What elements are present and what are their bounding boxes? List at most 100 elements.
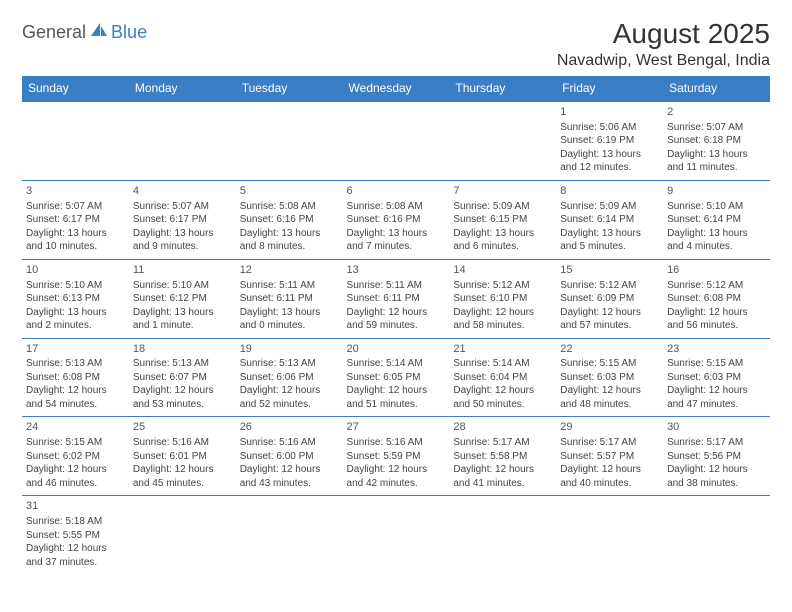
daylight-line: Daylight: 13 hours and 11 minutes. <box>667 148 766 175</box>
calendar-row: 17Sunrise: 5:13 AMSunset: 6:08 PMDayligh… <box>22 338 770 417</box>
day-number: 18 <box>133 342 232 357</box>
day-number: 23 <box>667 342 766 357</box>
sunset-line: Sunset: 6:11 PM <box>240 292 339 306</box>
calendar-head: SundayMondayTuesdayWednesdayThursdayFrid… <box>22 76 770 101</box>
calendar-cell <box>236 496 343 574</box>
daylight-line: Daylight: 13 hours and 4 minutes. <box>667 227 766 254</box>
weekday-header: Saturday <box>663 76 770 101</box>
day-number: 30 <box>667 420 766 435</box>
calendar-cell: 16Sunrise: 5:12 AMSunset: 6:08 PMDayligh… <box>663 259 770 338</box>
sunrise-line: Sunrise: 5:08 AM <box>240 200 339 214</box>
calendar-cell <box>343 496 450 574</box>
calendar-cell: 21Sunrise: 5:14 AMSunset: 6:04 PMDayligh… <box>449 338 556 417</box>
day-number: 15 <box>560 263 659 278</box>
sunset-line: Sunset: 6:03 PM <box>667 371 766 385</box>
daylight-line: Daylight: 12 hours and 47 minutes. <box>667 384 766 411</box>
daylight-line: Daylight: 12 hours and 58 minutes. <box>453 306 552 333</box>
calendar-cell: 14Sunrise: 5:12 AMSunset: 6:10 PMDayligh… <box>449 259 556 338</box>
calendar-cell <box>22 101 129 180</box>
calendar-cell: 8Sunrise: 5:09 AMSunset: 6:14 PMDaylight… <box>556 180 663 259</box>
sunset-line: Sunset: 6:16 PM <box>347 213 446 227</box>
daylight-line: Daylight: 13 hours and 10 minutes. <box>26 227 125 254</box>
calendar-cell <box>449 496 556 574</box>
calendar-cell: 19Sunrise: 5:13 AMSunset: 6:06 PMDayligh… <box>236 338 343 417</box>
sunset-line: Sunset: 6:17 PM <box>26 213 125 227</box>
sunset-line: Sunset: 6:08 PM <box>26 371 125 385</box>
sunset-line: Sunset: 6:06 PM <box>240 371 339 385</box>
sunrise-line: Sunrise: 5:09 AM <box>560 200 659 214</box>
daylight-line: Daylight: 13 hours and 7 minutes. <box>347 227 446 254</box>
sunset-line: Sunset: 6:13 PM <box>26 292 125 306</box>
calendar-cell: 25Sunrise: 5:16 AMSunset: 6:01 PMDayligh… <box>129 417 236 496</box>
calendar-row: 10Sunrise: 5:10 AMSunset: 6:13 PMDayligh… <box>22 259 770 338</box>
sunrise-line: Sunrise: 5:13 AM <box>26 357 125 371</box>
calendar-cell: 13Sunrise: 5:11 AMSunset: 6:11 PMDayligh… <box>343 259 450 338</box>
day-number: 6 <box>347 184 446 199</box>
daylight-line: Daylight: 12 hours and 50 minutes. <box>453 384 552 411</box>
calendar-table: SundayMondayTuesdayWednesdayThursdayFrid… <box>22 76 770 574</box>
calendar-cell: 24Sunrise: 5:15 AMSunset: 6:02 PMDayligh… <box>22 417 129 496</box>
sunset-line: Sunset: 6:01 PM <box>133 450 232 464</box>
day-number: 10 <box>26 263 125 278</box>
sunrise-line: Sunrise: 5:16 AM <box>240 436 339 450</box>
brand-part2: Blue <box>111 22 147 43</box>
sunrise-line: Sunrise: 5:06 AM <box>560 121 659 135</box>
weekday-header: Monday <box>129 76 236 101</box>
brand-logo: General Blue <box>22 22 147 43</box>
weekday-header: Sunday <box>22 76 129 101</box>
page-title: August 2025 <box>557 18 770 50</box>
sunset-line: Sunset: 6:11 PM <box>347 292 446 306</box>
daylight-line: Daylight: 12 hours and 48 minutes. <box>560 384 659 411</box>
calendar-cell: 7Sunrise: 5:09 AMSunset: 6:15 PMDaylight… <box>449 180 556 259</box>
daylight-line: Daylight: 12 hours and 37 minutes. <box>26 542 125 569</box>
sunrise-line: Sunrise: 5:14 AM <box>453 357 552 371</box>
day-number: 19 <box>240 342 339 357</box>
title-block: August 2025 Navadwip, West Bengal, India <box>557 18 770 70</box>
calendar-cell: 15Sunrise: 5:12 AMSunset: 6:09 PMDayligh… <box>556 259 663 338</box>
sunrise-line: Sunrise: 5:12 AM <box>667 279 766 293</box>
calendar-cell <box>129 496 236 574</box>
sunset-line: Sunset: 6:10 PM <box>453 292 552 306</box>
sunrise-line: Sunrise: 5:07 AM <box>26 200 125 214</box>
day-number: 21 <box>453 342 552 357</box>
calendar-cell <box>236 101 343 180</box>
day-number: 31 <box>26 499 125 514</box>
calendar-row: 3Sunrise: 5:07 AMSunset: 6:17 PMDaylight… <box>22 180 770 259</box>
calendar-cell: 4Sunrise: 5:07 AMSunset: 6:17 PMDaylight… <box>129 180 236 259</box>
sunrise-line: Sunrise: 5:11 AM <box>240 279 339 293</box>
sunrise-line: Sunrise: 5:15 AM <box>26 436 125 450</box>
daylight-line: Daylight: 12 hours and 41 minutes. <box>453 463 552 490</box>
day-number: 16 <box>667 263 766 278</box>
day-number: 1 <box>560 105 659 120</box>
sunrise-line: Sunrise: 5:12 AM <box>560 279 659 293</box>
sunset-line: Sunset: 6:05 PM <box>347 371 446 385</box>
sunset-line: Sunset: 5:59 PM <box>347 450 446 464</box>
sunrise-line: Sunrise: 5:14 AM <box>347 357 446 371</box>
sunset-line: Sunset: 6:15 PM <box>453 213 552 227</box>
sunset-line: Sunset: 6:09 PM <box>560 292 659 306</box>
sunset-line: Sunset: 6:17 PM <box>133 213 232 227</box>
sunset-line: Sunset: 6:12 PM <box>133 292 232 306</box>
sunrise-line: Sunrise: 5:08 AM <box>347 200 446 214</box>
calendar-cell: 31Sunrise: 5:18 AMSunset: 5:55 PMDayligh… <box>22 496 129 574</box>
calendar-cell: 1Sunrise: 5:06 AMSunset: 6:19 PMDaylight… <box>556 101 663 180</box>
day-number: 13 <box>347 263 446 278</box>
day-number: 14 <box>453 263 552 278</box>
daylight-line: Daylight: 13 hours and 6 minutes. <box>453 227 552 254</box>
sunset-line: Sunset: 6:02 PM <box>26 450 125 464</box>
day-number: 22 <box>560 342 659 357</box>
weekday-header: Tuesday <box>236 76 343 101</box>
sunrise-line: Sunrise: 5:15 AM <box>667 357 766 371</box>
daylight-line: Daylight: 13 hours and 9 minutes. <box>133 227 232 254</box>
day-number: 2 <box>667 105 766 120</box>
calendar-cell: 11Sunrise: 5:10 AMSunset: 6:12 PMDayligh… <box>129 259 236 338</box>
calendar-cell: 18Sunrise: 5:13 AMSunset: 6:07 PMDayligh… <box>129 338 236 417</box>
calendar-row: 1Sunrise: 5:06 AMSunset: 6:19 PM Daylight… <box>22 101 770 180</box>
sunset-line: Sunset: 6:19 PM <box>560 134 659 148</box>
sunset-line: Sunset: 6:18 PM <box>667 134 766 148</box>
daylight-line: Daylight: 13 hours and 1 minute. <box>133 306 232 333</box>
day-number: 28 <box>453 420 552 435</box>
header: General Blue August 2025 Navadwip, West … <box>22 18 770 70</box>
day-number: 7 <box>453 184 552 199</box>
brand-part1: General <box>22 22 86 43</box>
